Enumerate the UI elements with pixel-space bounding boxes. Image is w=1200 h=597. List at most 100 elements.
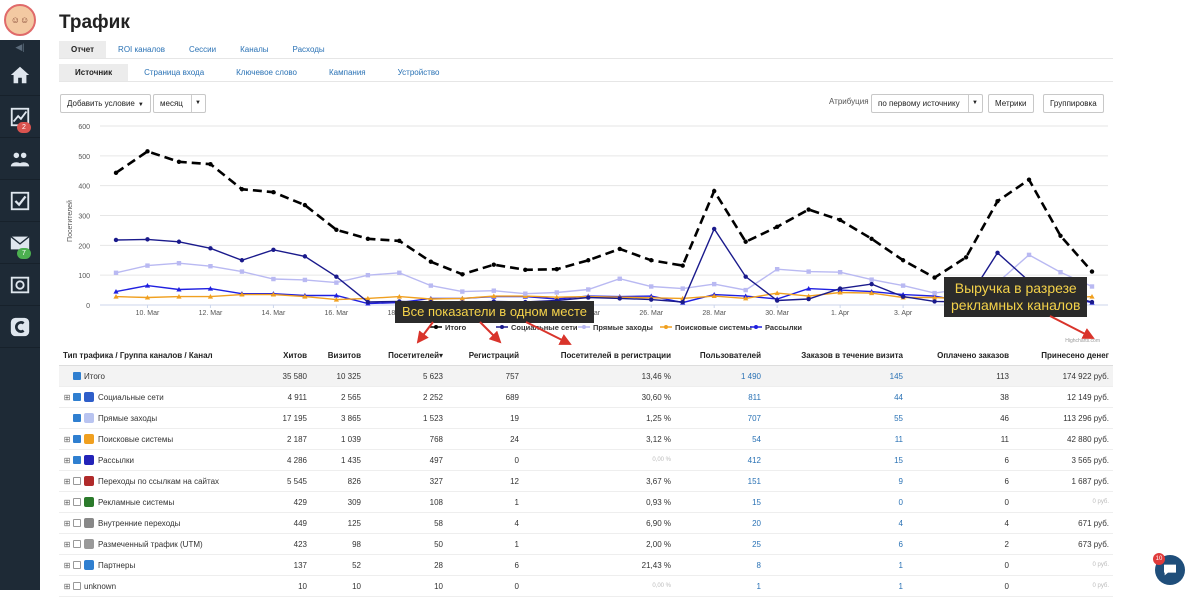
users-cell[interactable]: 811 xyxy=(748,392,761,402)
row-checkbox[interactable] xyxy=(73,561,81,569)
table-row[interactable]: ⊞ Партнеры 137 52 28 6 21,43 % 8 1 0 0 руб. xyxy=(59,555,1113,576)
tab-sessions[interactable]: Сессии xyxy=(188,45,217,54)
row-checkbox[interactable] xyxy=(73,372,81,380)
grouping-button[interactable]: Группировка xyxy=(1043,94,1104,113)
table-row[interactable]: Итого 35 580 10 325 5 623 757 13,46 % 1 490 145… xyxy=(59,366,1113,387)
orders-cell[interactable]: 1 xyxy=(898,560,903,570)
expand-icon[interactable]: ⊞ xyxy=(63,581,71,591)
orders-cell[interactable]: 0 xyxy=(898,497,903,507)
users-cell[interactable]: 151 xyxy=(747,476,761,486)
orders-cell[interactable]: 55 xyxy=(894,413,903,423)
expand-icon[interactable]: ⊞ xyxy=(63,434,71,444)
row-checkbox[interactable] xyxy=(73,519,81,527)
col-hits-header[interactable]: Хитов xyxy=(283,351,307,360)
users-cell[interactable]: 412 xyxy=(747,455,761,465)
users-cell[interactable]: 1 xyxy=(756,581,761,591)
table-row[interactable]: ⊞ unknown 10 10 10 0 0,00 % 1 1 0 0 руб. xyxy=(59,576,1113,597)
table-row[interactable]: ⊞ Социальные сети 4 911 2 565 2 252 689 30,60 … xyxy=(59,387,1113,408)
orders-cell[interactable]: 44 xyxy=(894,392,903,402)
row-checkbox[interactable] xyxy=(73,393,81,401)
col-registrations-header[interactable]: Регистраций xyxy=(468,351,519,360)
nav-tasks[interactable] xyxy=(0,180,40,222)
data-point xyxy=(932,290,937,296)
data-point xyxy=(617,246,622,252)
users-cell[interactable]: 15 xyxy=(752,497,761,507)
nav-brand[interactable] xyxy=(0,306,40,348)
expand-icon[interactable]: ⊞ xyxy=(63,476,71,486)
collapse-sidebar-icon[interactable]: ◀| xyxy=(15,42,25,52)
tab-device[interactable]: Устройство xyxy=(397,68,440,77)
orders-cell[interactable]: 15 xyxy=(894,455,903,465)
tab-report[interactable]: Отчет xyxy=(59,41,107,58)
nav-finance[interactable] xyxy=(0,264,40,306)
nav-users[interactable] xyxy=(0,138,40,180)
expand-icon[interactable]: ⊞ xyxy=(63,455,71,465)
row-checkbox[interactable] xyxy=(73,414,81,422)
table-row[interactable]: ⊞ Переходы по ссылкам на сайтах 5 545 826 32… xyxy=(59,471,1113,492)
tab-expenses[interactable]: Расходы xyxy=(292,45,325,54)
table-row[interactable]: ⊞ Рассылки 4 286 1 435 497 0 0,00 % 412 15 6 3 565… xyxy=(59,450,1113,471)
tab-channels[interactable]: Каналы xyxy=(240,45,269,54)
col-revenue-header[interactable]: Принесено денег xyxy=(1041,351,1109,360)
attribution-select[interactable]: по первому источнику ▼ xyxy=(871,94,983,113)
add-condition-button[interactable]: Добавить условие ▼ xyxy=(60,94,151,113)
tab-keyword[interactable]: Ключевое слово xyxy=(236,68,298,77)
users-cell[interactable]: 1 490 xyxy=(740,371,761,381)
col-conversion-header[interactable]: Посетителей в регистрации xyxy=(560,351,671,360)
orders-cell[interactable]: 11 xyxy=(894,434,903,444)
orders-cell[interactable]: 9 xyxy=(898,476,903,486)
visits-cell: 826 xyxy=(347,476,361,486)
row-checkbox[interactable] xyxy=(73,582,81,590)
period-select[interactable]: месяц ▼ xyxy=(153,94,206,113)
expand-icon[interactable]: ⊞ xyxy=(63,560,71,570)
nav-home[interactable] xyxy=(0,54,40,96)
expand-icon[interactable]: ⊞ xyxy=(63,518,71,528)
orders-cell[interactable]: 4 xyxy=(898,518,903,528)
users-cell[interactable]: 8 xyxy=(756,560,761,570)
nav-traffic[interactable]: 2 xyxy=(0,96,40,138)
row-checkbox[interactable] xyxy=(73,435,81,443)
table-row[interactable]: ⊞ Рекламные системы 429 309 108 1 0,93 % 15 0 0 0 … xyxy=(59,492,1113,513)
x-tick-label: 14. Mar xyxy=(262,310,286,317)
col-visits-header[interactable]: Визитов xyxy=(327,351,361,360)
logo[interactable]: ☺☺ xyxy=(0,0,40,40)
users-cell[interactable]: 54 xyxy=(752,434,761,444)
row-checkbox[interactable] xyxy=(73,540,81,548)
orders-cell[interactable]: 1 xyxy=(898,581,903,591)
data-point xyxy=(207,285,214,291)
channel-cell: ⊞ Социальные сети xyxy=(59,392,265,402)
revenue-cell: 3 565 руб. xyxy=(1071,455,1110,465)
col-channel-header[interactable]: Тип трафика / Группа каналов / Канал xyxy=(63,351,213,360)
conversion-cell: 3,67 % xyxy=(646,476,671,486)
users-cell[interactable]: 20 xyxy=(752,518,761,528)
row-checkbox[interactable] xyxy=(73,498,81,506)
users-cell[interactable]: 25 xyxy=(752,539,761,549)
orders-cell[interactable]: 145 xyxy=(889,371,903,381)
table-row[interactable]: ⊞ Внутренние переходы 449 125 58 4 6,90 % 20 4 4 6… xyxy=(59,513,1113,534)
channel-cell: Прямые заходы xyxy=(59,413,265,423)
col-orders-header[interactable]: Заказов в течение визита xyxy=(801,351,903,360)
tab-source[interactable]: Источник xyxy=(59,64,129,81)
tab-campaign[interactable]: Кампания xyxy=(329,68,366,77)
channel-cell: ⊞ Рассылки xyxy=(59,455,265,465)
col-visitors-header[interactable]: Посетителей▾ xyxy=(361,351,443,360)
tab-landing-page[interactable]: Страница входа xyxy=(144,68,205,77)
nav-mail[interactable]: 7 xyxy=(0,222,40,264)
row-checkbox[interactable] xyxy=(73,477,81,485)
metrics-button[interactable]: Метрики xyxy=(988,94,1034,113)
expand-icon[interactable]: ⊞ xyxy=(63,392,71,402)
tab-roi[interactable]: ROI каналов xyxy=(118,45,165,54)
orders-cell[interactable]: 6 xyxy=(898,539,903,549)
table-row[interactable]: ⊞ Размеченный трафик (UTM) 423 98 50 1 2,00 % 2… xyxy=(59,534,1113,555)
expand-icon[interactable]: ⊞ xyxy=(63,539,71,549)
row-checkbox[interactable] xyxy=(73,456,81,464)
users-cell[interactable]: 707 xyxy=(747,413,761,423)
registrations-cell: 0 xyxy=(514,455,519,465)
table-row[interactable]: ⊞ Поисковые системы 2 187 1 039 768 24 3,12 % 5… xyxy=(59,429,1113,450)
col-users-header[interactable]: Пользователей xyxy=(699,351,761,360)
col-paid-header[interactable]: Оплачено заказов xyxy=(937,351,1009,360)
chat-button[interactable]: 10 xyxy=(1153,553,1185,585)
expand-icon[interactable]: ⊞ xyxy=(63,497,71,507)
data-point xyxy=(774,298,780,303)
table-row[interactable]: Прямые заходы 17 195 3 865 1 523 19 1,25 % 707… xyxy=(59,408,1113,429)
